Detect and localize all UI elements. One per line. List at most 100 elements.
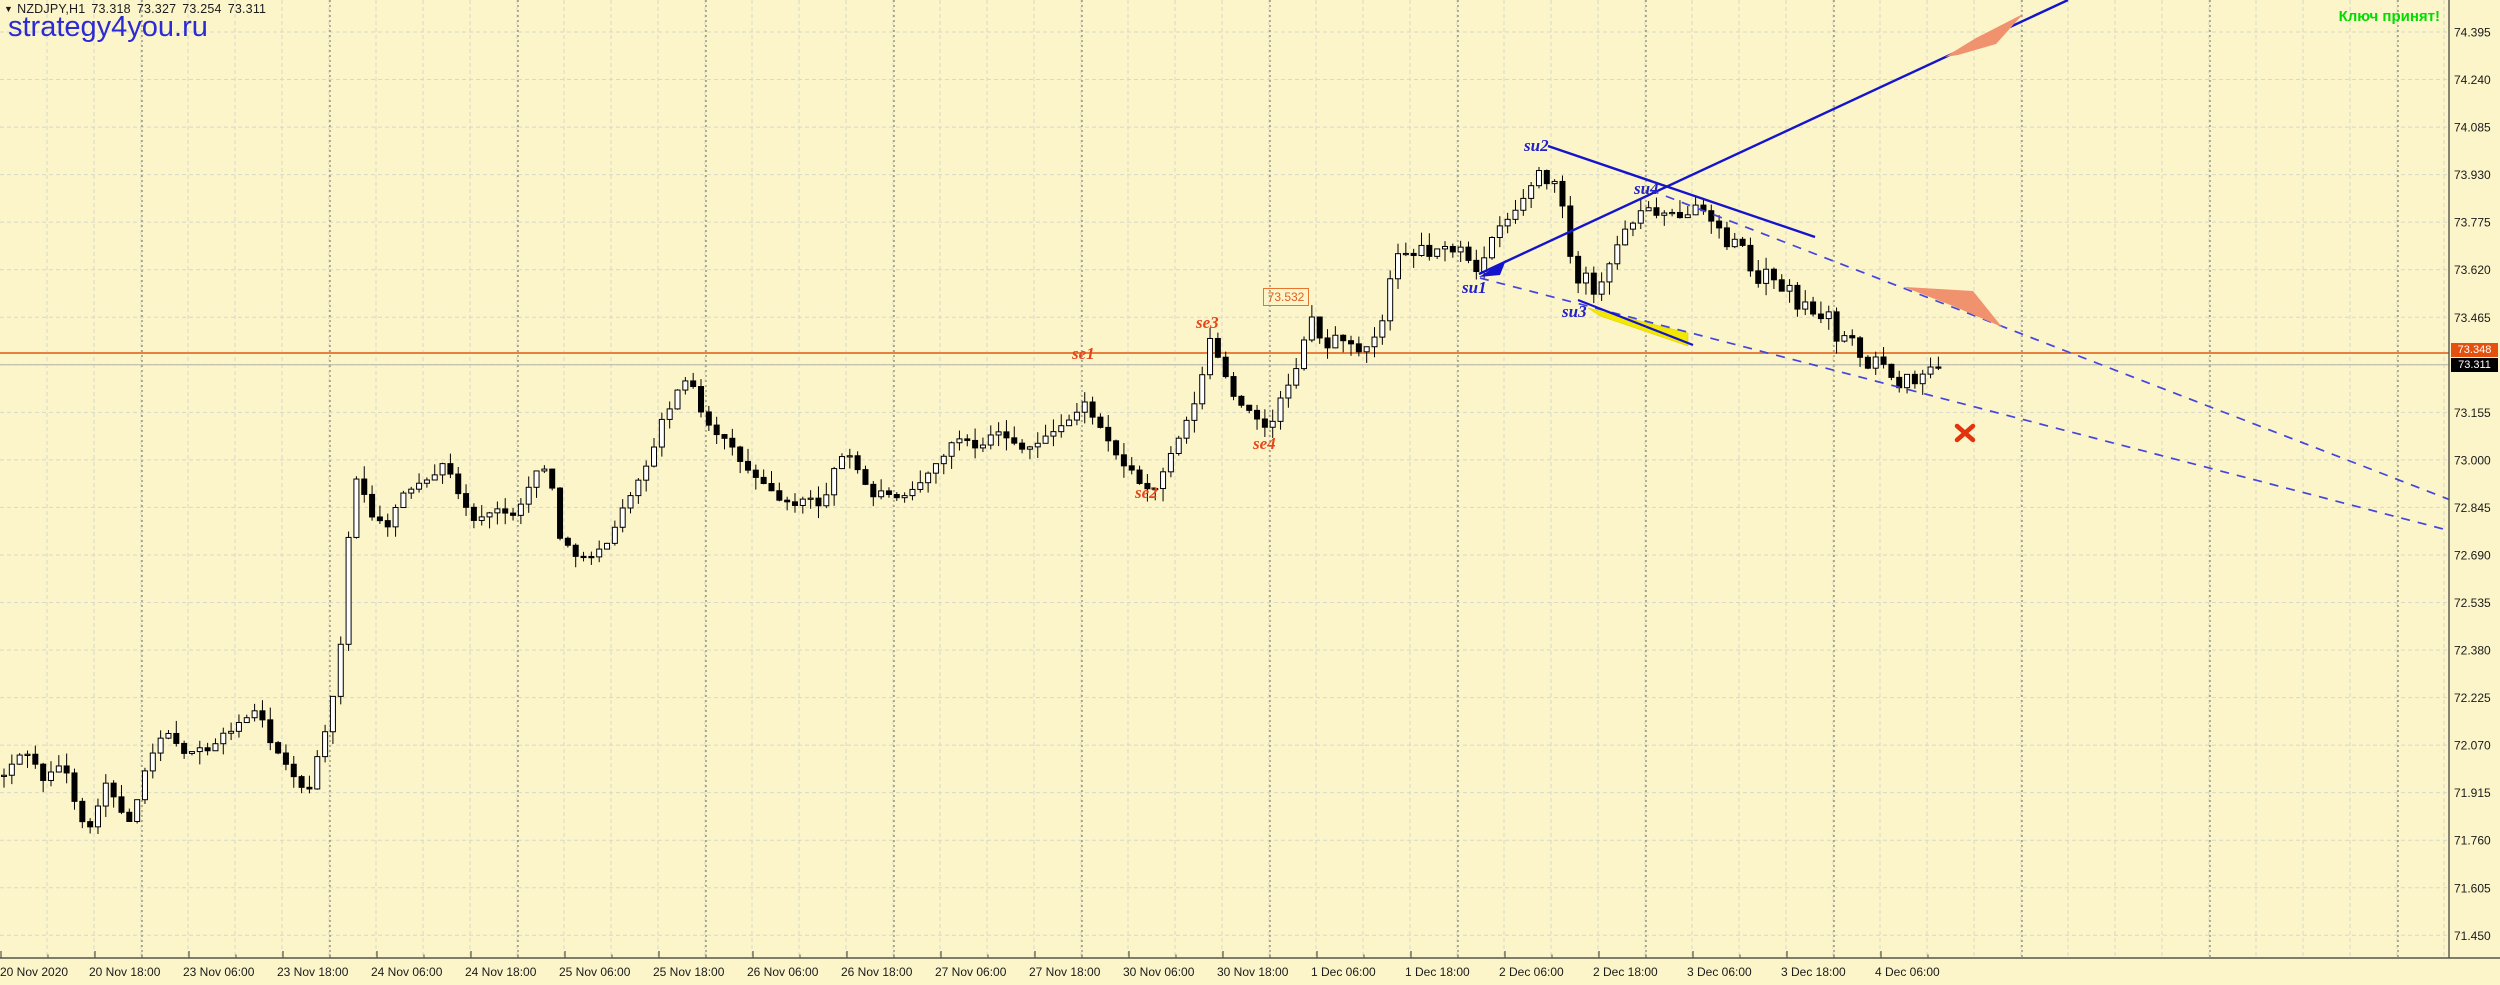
trendline-declining[interactable] [1547,144,1816,239]
annotation-se3[interactable]: se3 [1196,313,1219,332]
candle-body [1191,403,1198,421]
candle-body [1019,442,1026,450]
candle-body [235,722,242,732]
candle-body [1332,334,1339,349]
candle-body [619,507,626,528]
x-axis-label: 26 Nov 18:00 [841,965,913,979]
y-axis-label: 72.225 [2454,691,2491,705]
x-axis-label: 20 Nov 2020 [0,965,68,979]
annotation-su2[interactable]: su2 [1524,136,1549,155]
candle-body [1935,366,1942,369]
candle-body [932,463,939,474]
candle-body [1183,419,1190,439]
candle-body [690,380,697,388]
candle-body [118,796,125,813]
candle-body [1716,220,1723,229]
candle-body [149,752,156,772]
candle-body [1622,228,1629,246]
candle-body [392,507,399,528]
annotation-su1[interactable]: su1 [1462,278,1487,297]
candle-body [1747,244,1754,272]
annotation-se1[interactable]: se1 [1072,344,1095,363]
candle-body [1066,419,1073,427]
channel-dashed-upper[interactable] [1649,189,2497,518]
annotation-su3[interactable]: su3 [1562,302,1587,321]
candle-body [1285,384,1292,399]
spike-high-label-box[interactable]: 73.532 [1263,288,1309,306]
candle-body [1120,454,1127,467]
y-axis-label: 73.620 [2454,263,2491,277]
candle-body [204,747,211,752]
candle-body [799,498,806,506]
candle-body [1778,279,1785,292]
dropdown-triangle-icon[interactable]: ▼ [4,4,14,14]
candle-body [1520,197,1527,211]
y-axis-label: 72.845 [2454,501,2491,515]
pink-arrow-top-icon[interactable] [1945,14,2023,57]
candle-body [972,439,979,449]
candle-body [1590,272,1597,295]
candle-body [71,772,78,802]
candle-body [768,483,775,492]
symbol-title: ▼ NZDJPY,H1 73.318 73.327 73.254 73.311 [4,2,272,16]
candle-body [784,499,791,503]
yellow-wedge[interactable] [1587,307,1689,347]
candle-body [1340,334,1347,342]
candle-body [361,478,368,495]
red-x-icon[interactable] [1954,423,1976,443]
candle-body [1575,255,1582,284]
x-axis-label: 24 Nov 06:00 [371,965,443,979]
candle-body [1833,311,1840,342]
candle-body [470,506,477,521]
y-axis-label: 74.085 [2454,121,2491,135]
annotation-se4[interactable]: se4 [1253,434,1276,453]
candle-body [1144,482,1151,490]
y-axis-label: 71.915 [2454,786,2491,800]
pink-arrow-mid-icon[interactable] [1904,287,2002,327]
candle-body [1113,440,1120,456]
candle-body [1629,222,1636,230]
candle-body [188,751,195,754]
candle-body [1755,270,1762,284]
x-axis-label: 30 Nov 06:00 [1123,965,1195,979]
candle-body [196,747,203,753]
candle-body [1269,420,1276,428]
candle-body [1207,337,1214,376]
y-axis-label: 73.465 [2454,311,2491,325]
candle-body [651,446,658,467]
candle-body [1301,339,1308,370]
su3-trend-segment[interactable] [1577,298,1694,347]
candle-body [588,555,595,559]
candle-body [1441,245,1448,250]
candle-body [337,643,344,697]
candle-body [16,754,23,765]
candle-body [1050,431,1057,437]
candle-body [627,495,634,509]
annotation-se2[interactable]: se2 [1135,483,1158,502]
candle-body [1927,366,1934,375]
channel-dashed-lower[interactable] [1479,277,2497,543]
candle-body [455,473,462,495]
candle-body [1786,284,1793,292]
candle-body [134,799,141,822]
candle-body [1669,211,1676,215]
candle-body [173,732,180,744]
x-axis-label: 26 Nov 06:00 [747,965,819,979]
candle-body [729,437,736,448]
y-axis-label: 71.760 [2454,834,2491,848]
candle-body [1825,311,1832,320]
candle-body [1810,301,1817,315]
candle-body [1582,272,1589,284]
candle-body [713,424,720,436]
candle-body [831,468,838,496]
candle-body [925,472,932,484]
candle-body [423,479,430,484]
annotation-su4[interactable]: su4 [1634,179,1659,198]
candle-body [948,442,955,457]
candle-body [635,479,642,497]
candle-body [596,548,603,558]
candle-body [63,765,70,774]
ohlc-close: 73.311 [227,2,267,16]
candle-body [1246,404,1253,411]
